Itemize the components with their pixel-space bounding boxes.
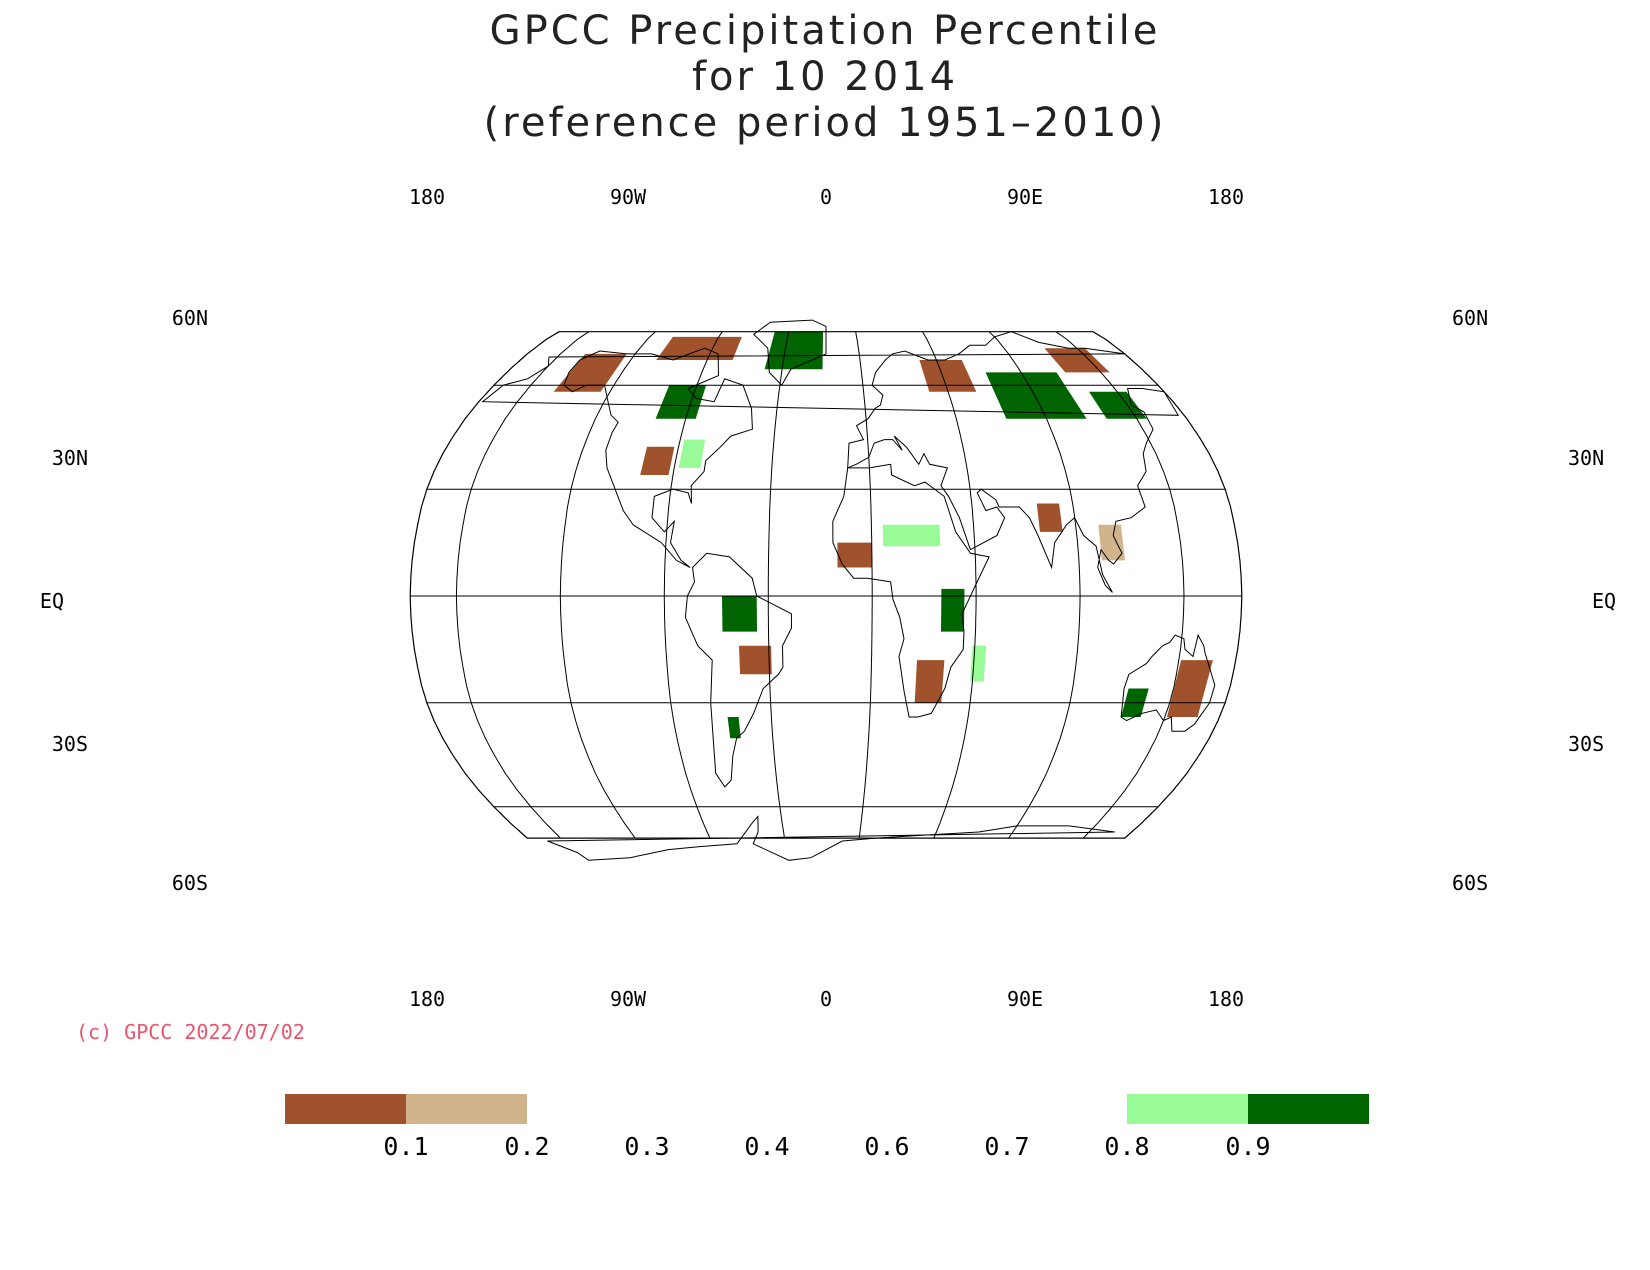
lat-labels-right: 60N 30N EQ 30S 60S <box>1452 306 1616 895</box>
lat-label-right: 60S <box>1452 871 1488 895</box>
lon-label-top: 90W <box>610 185 647 209</box>
graticule <box>410 331 1242 839</box>
lon-label-bottom: 180 <box>409 987 445 1011</box>
coastline <box>1120 633 1216 732</box>
region-northeastern-siberia <box>1044 348 1110 373</box>
meridian-line <box>455 331 589 839</box>
region-central-united-states <box>640 446 675 475</box>
region-greenland <box>764 331 824 370</box>
lat-label-left: EQ <box>40 589 64 613</box>
lat-label-right: 30S <box>1568 732 1604 756</box>
lon-labels-bottom: 180 90W 0 90E 180 <box>409 987 1244 1011</box>
lat-label-right: 60N <box>1452 306 1488 330</box>
land-outlines <box>481 319 1216 861</box>
lon-label-top: 180 <box>409 185 445 209</box>
lat-label-left: 60N <box>172 306 208 330</box>
meridian-line <box>1055 331 1185 839</box>
lat-label-left: 30S <box>52 732 88 756</box>
lon-label-bottom: 0 <box>820 987 832 1011</box>
lon-label-top: 90E <box>1007 185 1043 209</box>
region-southern-africa <box>914 660 945 703</box>
map-outline <box>409 331 1243 839</box>
region-west-africa <box>837 542 872 568</box>
region-central-brazil <box>739 645 772 675</box>
region-western-russia <box>919 360 977 392</box>
meridian-line <box>988 331 1081 839</box>
region-central-canada <box>655 385 707 419</box>
region-eastern-united-states <box>678 439 706 468</box>
region-sahel <box>882 524 941 547</box>
region-amazon <box>722 596 757 632</box>
lon-label-bottom: 90E <box>1007 987 1043 1011</box>
meridian-line <box>559 331 656 839</box>
meridian-line <box>767 331 790 839</box>
percentile-regions <box>553 331 1213 739</box>
lat-labels-left: 60N 30N EQ 30S 60S <box>40 306 208 895</box>
coastline <box>684 552 793 788</box>
lon-label-bottom: 90W <box>610 987 647 1011</box>
lon-label-bottom: 180 <box>1208 987 1244 1011</box>
region-india <box>1036 503 1063 532</box>
region-central-siberia <box>985 372 1087 419</box>
meridian-line <box>663 331 723 839</box>
region-southeast-asia <box>1098 524 1125 561</box>
coastline <box>832 463 990 718</box>
lat-label-left: 60S <box>172 871 208 895</box>
region-east-africa <box>941 588 965 632</box>
title-line-3: (reference period 1951–2010) <box>483 100 1167 146</box>
region-argentina <box>727 717 741 739</box>
coastline <box>547 815 1115 861</box>
region-northern-canada <box>656 336 742 360</box>
copyright-notice: (c) GPCC 2022/07/02 <box>76 1020 305 1044</box>
lon-labels-top: 180 90W 0 90E 180 <box>409 185 1244 209</box>
title-line-1: GPCC Precipitation Percentile <box>489 8 1161 54</box>
lat-label-left: 30N <box>52 446 88 470</box>
region-alaska <box>553 353 627 392</box>
title-line-2: for 10 2014 <box>691 54 959 100</box>
meridian-line <box>855 331 873 839</box>
lon-label-top: 0 <box>820 185 832 209</box>
coastline <box>752 319 827 387</box>
page-title: GPCC Precipitation Percentile for 10 201… <box>0 8 1650 146</box>
lat-label-right: 30N <box>1568 446 1604 470</box>
coastline <box>563 347 753 568</box>
lat-label-right: EQ <box>1592 589 1616 613</box>
meridian-line <box>921 331 977 839</box>
lon-label-top: 180 <box>1208 185 1244 209</box>
